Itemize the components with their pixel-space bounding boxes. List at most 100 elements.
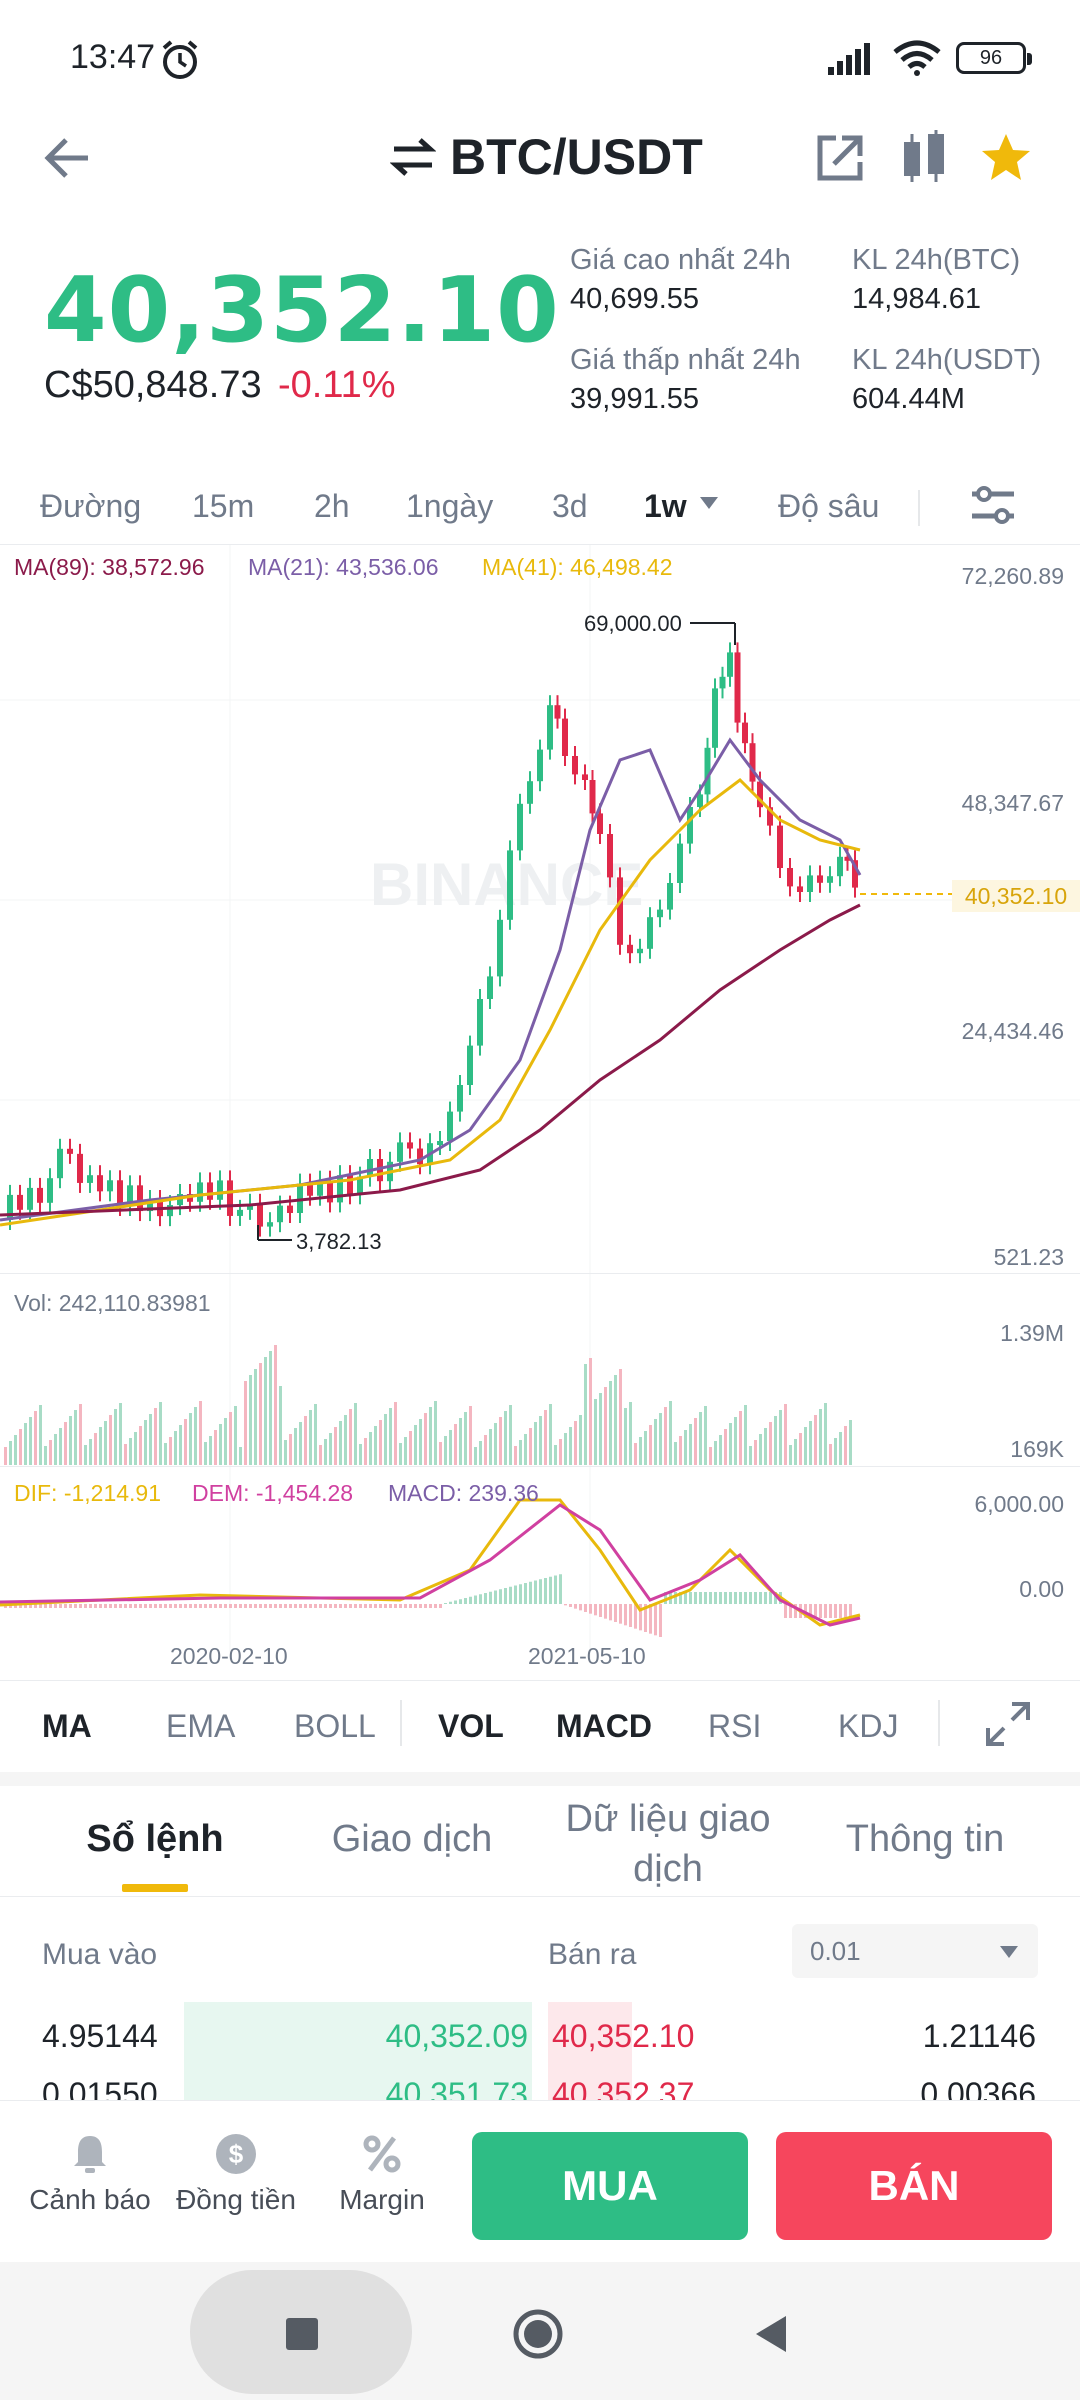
- interval-3d[interactable]: 3d: [552, 488, 588, 524]
- sell-button[interactable]: BÁN: [776, 2132, 1052, 2240]
- status-icons: 96: [828, 40, 1032, 76]
- candle-body: [297, 1183, 303, 1213]
- candle-body: [597, 813, 603, 834]
- macd-histogram-bar: [359, 1604, 362, 1608]
- interval-1w[interactable]: 1w: [644, 488, 687, 524]
- tab-orderbook[interactable]: Sổ lệnh: [86, 1818, 224, 1860]
- volume-bar: [364, 1438, 367, 1465]
- recent-apps-icon[interactable]: [284, 2316, 320, 2352]
- indicator-vol[interactable]: VOL: [438, 1708, 504, 1744]
- macd-histogram-bar: [404, 1604, 407, 1608]
- candle-body: [377, 1159, 383, 1182]
- ask-depth-bar: [548, 2002, 632, 2100]
- last-price: 40,352.10: [44, 258, 560, 363]
- candle-body: [657, 909, 663, 918]
- interval-15m[interactable]: 15m: [192, 488, 255, 524]
- volume-bar: [314, 1404, 317, 1465]
- candle-body: [317, 1180, 323, 1196]
- interval-depth[interactable]: Độ sâu: [778, 488, 880, 524]
- back-nav-icon[interactable]: [752, 2314, 792, 2354]
- vol-24h-usdt-label: KL 24h(USDT): [852, 344, 1042, 376]
- volume-bar: [459, 1418, 462, 1465]
- interval-line[interactable]: Đường: [40, 488, 142, 524]
- volume-bar: [349, 1409, 352, 1465]
- macd-histogram-bar: [69, 1604, 72, 1608]
- macd-histogram-bar: [719, 1592, 722, 1604]
- volume-bar: [389, 1408, 392, 1465]
- candlestick-chart[interactable]: BINANCE: [0, 545, 1080, 1680]
- macd-histogram-bar: [674, 1592, 677, 1604]
- volume-bar: [384, 1414, 387, 1465]
- tab-info[interactable]: Thông tin: [845, 1818, 1005, 1860]
- candle-body: [397, 1142, 403, 1162]
- indicator-rsi[interactable]: RSI: [708, 1708, 762, 1744]
- interval-2h[interactable]: 2h: [314, 488, 350, 524]
- macd-histogram-bar: [189, 1604, 192, 1608]
- ask-qty-1[interactable]: 1.21146: [922, 2018, 1036, 2054]
- macd-histogram-bar: [304, 1604, 307, 1608]
- volume-bar: [754, 1440, 757, 1465]
- macd-histogram-bar: [644, 1604, 647, 1632]
- candle-body: [637, 948, 643, 954]
- interval-1day[interactable]: 1ngày: [406, 488, 494, 524]
- macd-histogram-bar: [59, 1604, 62, 1608]
- home-icon[interactable]: [512, 2308, 564, 2360]
- candlestick-mode-icon[interactable]: [896, 130, 952, 186]
- volume-bar: [439, 1442, 442, 1465]
- volume-bar: [9, 1441, 12, 1465]
- macd-histogram-bar: [409, 1604, 412, 1608]
- volume-bar: [839, 1432, 842, 1465]
- tab-trades[interactable]: Giao dịch: [331, 1818, 493, 1860]
- buy-button[interactable]: MUA: [472, 2132, 748, 2240]
- macd-histogram-bar: [419, 1604, 422, 1608]
- macd-histogram-bar: [259, 1604, 262, 1608]
- fullscreen-icon[interactable]: [984, 1700, 1032, 1748]
- indicator-boll[interactable]: BOLL: [294, 1708, 376, 1744]
- candle-body: [704, 747, 711, 795]
- volume-bar: [324, 1439, 327, 1465]
- volume-bar: [404, 1437, 407, 1465]
- pair-title[interactable]: BTC/USDT: [390, 128, 703, 186]
- macd-histogram-bar: [479, 1594, 482, 1604]
- volume-bar: [279, 1386, 282, 1465]
- volume-bar: [209, 1436, 212, 1465]
- macd-histogram-bar: [219, 1604, 222, 1608]
- currency-button[interactable]: $ Đồng tiền: [166, 2130, 306, 2216]
- y-axis-label-bottom: 521.23: [993, 1244, 1064, 1270]
- volume-bar: [104, 1421, 107, 1465]
- volume-bar: [649, 1425, 652, 1465]
- indicator-macd[interactable]: MACD: [556, 1708, 652, 1744]
- depth-select[interactable]: 0.01: [792, 1924, 1038, 1978]
- ma21-legend: MA(21): 43,536.06: [248, 554, 439, 580]
- favorite-star-icon[interactable]: [978, 130, 1034, 186]
- bid-price-1[interactable]: 40,352.09: [385, 2018, 528, 2054]
- volume-bar: [559, 1439, 562, 1465]
- macd-histogram-bar: [729, 1592, 732, 1604]
- indicator-kdj[interactable]: KDJ: [838, 1708, 899, 1744]
- volume-bar: [224, 1418, 227, 1465]
- candle-body: [117, 1180, 123, 1206]
- alert-button[interactable]: Cảnh báo: [20, 2130, 160, 2216]
- macd-histogram-bar: [689, 1592, 692, 1604]
- macd-histogram-bar: [89, 1604, 92, 1608]
- volume-bar: [469, 1406, 472, 1465]
- caret-down-icon[interactable]: [698, 495, 720, 511]
- bid-qty-1[interactable]: 4.95144: [42, 2018, 158, 2054]
- volume-bar: [799, 1433, 802, 1465]
- ask-price-1[interactable]: 40,352.10: [552, 2018, 695, 2054]
- macd-separator: [0, 1466, 1080, 1467]
- indicator-ema[interactable]: EMA: [166, 1708, 236, 1744]
- tab-trade-data[interactable]: Dữ liệu giao dịch: [565, 1798, 771, 1890]
- share-icon[interactable]: [812, 130, 868, 186]
- volume-bar: [109, 1415, 112, 1465]
- margin-button[interactable]: Margin: [312, 2130, 452, 2216]
- candle-body: [627, 944, 633, 954]
- macd-histogram-bar: [284, 1604, 287, 1608]
- chart-settings-icon[interactable]: [968, 480, 1018, 530]
- macd-histogram-bar: [599, 1604, 602, 1617]
- indicator-ma[interactable]: MA: [42, 1708, 92, 1744]
- high-24h-value: 40,699.55: [570, 283, 700, 315]
- volume-bar: [309, 1410, 312, 1465]
- back-arrow-icon[interactable]: [40, 128, 100, 188]
- volume-bar: [589, 1358, 592, 1465]
